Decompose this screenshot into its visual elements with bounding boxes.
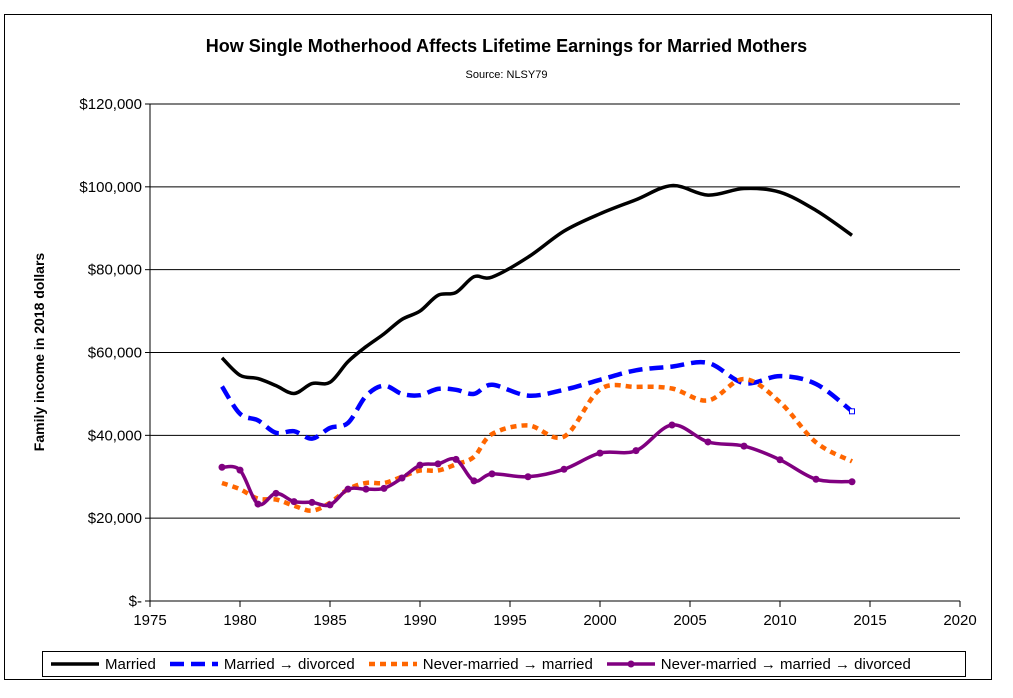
legend-label: Married → divorced	[223, 655, 355, 673]
series-point-3	[848, 478, 856, 486]
series-point-3	[470, 477, 478, 485]
x-tick-label: 1985	[313, 612, 346, 629]
y-tick-label: $-	[129, 593, 142, 610]
legend-item-1: Married → divorced	[168, 656, 355, 673]
series-point-3	[236, 466, 244, 474]
series-point-3	[524, 473, 532, 481]
legend-item-0: Married	[49, 656, 156, 673]
series-point-3	[290, 498, 298, 506]
legend: Married Married → divorced Never-married →…	[42, 651, 966, 677]
chart-title: How Single Motherhood Affects Lifetime E…	[205, 36, 808, 56]
series-point-3	[452, 455, 460, 463]
series-point-3	[380, 484, 388, 492]
series-line-1	[220, 359, 854, 441]
x-tick-label: 1975	[133, 612, 166, 629]
series-point-3	[668, 421, 676, 429]
x-tick-label: 1990	[403, 612, 436, 629]
series-line-2	[221, 376, 854, 513]
y-tick-label: $40,000	[88, 427, 142, 444]
legend-label: Married	[105, 655, 156, 673]
series-line-0	[220, 183, 854, 396]
legend-item-3: Never-married → married → divorced	[605, 656, 911, 673]
series-point-3	[362, 485, 370, 493]
series-point-3	[560, 465, 568, 473]
series-end-marker-1	[849, 408, 855, 415]
legend-label: Never-married → married	[422, 655, 593, 673]
legend-swatch	[51, 662, 99, 666]
chart-subtitle: Source: NLSY79	[465, 69, 548, 81]
x-tick-label: 2020	[943, 612, 976, 629]
x-tick-label: 2015	[853, 612, 886, 629]
y-tick-label: $80,000	[88, 262, 142, 279]
series-point-3	[632, 447, 640, 455]
legend-swatch	[606, 660, 655, 668]
series-point-3	[344, 485, 352, 493]
series-point-3	[416, 461, 424, 469]
series-point-3	[740, 442, 748, 450]
series-point-3	[704, 438, 712, 446]
x-tick-label: 2000	[583, 612, 616, 629]
series-point-3	[398, 474, 406, 482]
y-tick-label: $20,000	[88, 510, 142, 527]
series-point-3	[326, 501, 334, 509]
legend-label: Never-married → married → divorced	[660, 655, 911, 673]
x-tick-label: 2005	[673, 612, 706, 629]
legend-swatch	[169, 661, 218, 667]
x-tick-label: 1995	[493, 612, 526, 629]
y-tick-label: $120,000	[79, 96, 142, 113]
x-tick-label: 1980	[223, 612, 256, 629]
series-point-3	[488, 470, 496, 478]
y-tick-label: $60,000	[88, 345, 142, 362]
series-point-3	[812, 475, 820, 483]
series-point-3	[434, 460, 442, 468]
chart-frame	[4, 14, 992, 680]
series-point-3	[596, 449, 604, 457]
legend-swatch	[368, 661, 417, 667]
series-point-3	[272, 489, 280, 497]
series-point-3	[254, 500, 262, 508]
series-point-3	[308, 498, 316, 506]
series-point-3	[218, 463, 226, 471]
y-tick-label: $100,000	[79, 179, 142, 196]
legend-item-2: Never-married → married	[367, 656, 593, 673]
series-point-3	[776, 456, 784, 464]
x-tick-label: 2010	[763, 612, 796, 629]
